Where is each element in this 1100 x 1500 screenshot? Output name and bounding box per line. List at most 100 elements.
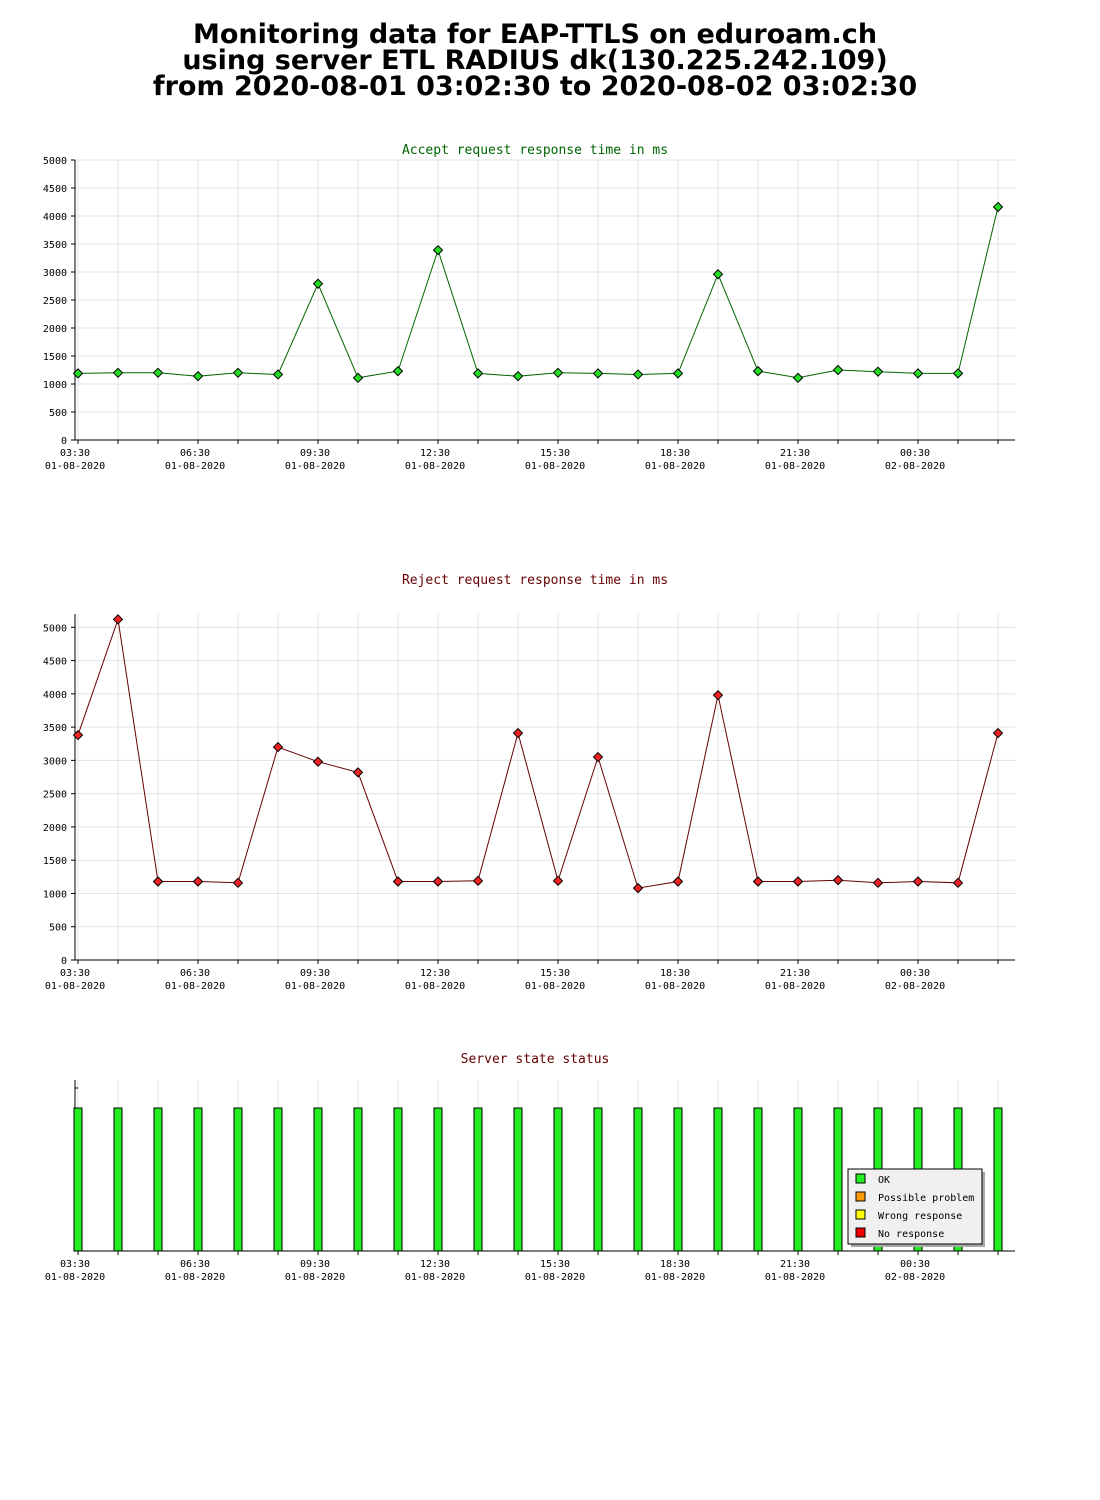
y-tick-label: 3500: [43, 723, 67, 734]
x-tick-label-time: 00:30: [900, 448, 930, 459]
x-tick-label-time: 06:30: [180, 448, 210, 459]
x-tick-label-time: 18:30: [660, 448, 690, 459]
data-point: [752, 876, 764, 887]
data-point: [552, 367, 564, 379]
data-point: [632, 369, 644, 380]
x-tick-label-date: 01-08-2020: [285, 1272, 345, 1283]
legend-label: No response: [878, 1229, 944, 1240]
status-bar: [73, 1107, 83, 1252]
x-tick-label-time: 09:30: [300, 448, 330, 459]
y-tick-label: 2000: [43, 324, 67, 335]
legend-label: Wrong response: [878, 1211, 962, 1222]
data-point: [72, 368, 84, 379]
data-point: [192, 370, 204, 382]
data-point: [832, 364, 844, 376]
data-point: [792, 876, 804, 887]
y-tick-label: 1500: [43, 856, 67, 867]
data-point: [152, 876, 164, 887]
x-tick-label-date: 01-08-2020: [765, 1272, 825, 1283]
status-bar: [393, 1107, 403, 1252]
data-point: [752, 365, 764, 377]
data-point: [112, 614, 124, 625]
x-tick-label-time: 03:30: [60, 1259, 90, 1270]
data-point: [912, 368, 924, 379]
x-tick-label-date: 01-08-2020: [765, 981, 825, 992]
status-bar: [233, 1107, 243, 1252]
x-tick-label-time: 00:30: [900, 968, 930, 979]
x-tick-label-date: 01-08-2020: [645, 1272, 705, 1283]
title-line-1: Monitoring data for EAP-TTLS on eduroam.…: [192, 19, 878, 50]
legend-box: [847, 1168, 983, 1245]
x-tick-label-time: 21:30: [780, 1259, 810, 1270]
status-bar: [473, 1107, 483, 1252]
data-point: [632, 882, 644, 894]
y-tick-label: 1500: [43, 352, 67, 363]
legend-swatch: [855, 1209, 866, 1220]
x-tick-label-time: 09:30: [300, 968, 330, 979]
x-tick-label-time: 06:30: [180, 1259, 210, 1270]
data-point: [232, 367, 244, 379]
chart-title: Accept request response time in ms: [402, 143, 668, 158]
data-point: [192, 876, 204, 887]
data-point: [512, 370, 524, 382]
x-tick-label-time: 00:30: [900, 1259, 930, 1270]
x-tick-label-date: 01-08-2020: [165, 461, 225, 472]
x-tick-label-date: 01-08-2020: [405, 461, 465, 472]
data-point: [112, 367, 124, 379]
data-point: [72, 729, 84, 741]
x-tick-label-date: 01-08-2020: [285, 461, 345, 472]
y-tick-label: 4000: [43, 212, 67, 223]
chart-title: Server state status: [461, 1052, 610, 1067]
data-point: [312, 756, 324, 767]
status-bar: [753, 1107, 763, 1252]
y-tick-label: 3000: [43, 268, 67, 279]
x-tick-label-time: 12:30: [420, 1259, 450, 1270]
status-bar: [433, 1107, 443, 1252]
status-bar: [273, 1107, 283, 1252]
page-title: Monitoring data for EAP-TTLS on eduroam.…: [0, 19, 1070, 102]
status-bar: [633, 1107, 643, 1252]
data-point: [672, 876, 684, 887]
x-tick-label-date: 02-08-2020: [885, 981, 945, 992]
title-line-2: using server ETL RADIUS dk(130.225.242.1…: [182, 45, 888, 76]
status-bar: [713, 1107, 723, 1252]
status-bar: [833, 1107, 843, 1252]
x-tick-label-time: 15:30: [540, 968, 570, 979]
status-bar: [793, 1107, 803, 1252]
x-tick-label-date: 01-08-2020: [45, 1272, 105, 1283]
y-tick-label: 500: [49, 408, 67, 419]
y-tick-label: 2000: [43, 823, 67, 834]
x-tick-label-date: 01-08-2020: [525, 981, 585, 992]
status-bar: [993, 1107, 1003, 1252]
y-tick-label: 5000: [43, 156, 67, 167]
y-tick-label: 5000: [43, 623, 67, 634]
data-point: [272, 741, 284, 753]
x-tick-label-time: 09:30: [300, 1259, 330, 1270]
y-tick-label: 500: [49, 923, 67, 934]
x-tick-label-time: 21:30: [780, 448, 810, 459]
x-tick-label-date: 01-08-2020: [405, 981, 465, 992]
data-point: [352, 767, 364, 778]
data-point: [232, 877, 244, 889]
status-bar: [593, 1107, 603, 1252]
chart-title: Reject request response time in ms: [402, 573, 668, 588]
title-line-3: from 2020-08-01 03:02:30 to 2020-08-02 0…: [152, 71, 918, 102]
data-point: [952, 368, 964, 379]
x-tick-label-date: 01-08-2020: [765, 461, 825, 472]
status-bar: [153, 1107, 163, 1252]
data-point: [792, 372, 804, 384]
x-tick-label-time: 15:30: [540, 1259, 570, 1270]
y-tick-label: 3000: [43, 756, 67, 767]
y-tick-label: 1000: [43, 380, 67, 391]
data-point: [512, 727, 524, 739]
status-bar: [553, 1107, 563, 1252]
status-bar: [353, 1107, 363, 1252]
data-point: [392, 365, 404, 377]
data-point: [712, 269, 724, 280]
status-bar: [193, 1107, 203, 1252]
data-point: [832, 874, 844, 886]
legend-swatch: [855, 1227, 866, 1238]
data-point: [672, 368, 684, 379]
data-point: [592, 751, 604, 763]
